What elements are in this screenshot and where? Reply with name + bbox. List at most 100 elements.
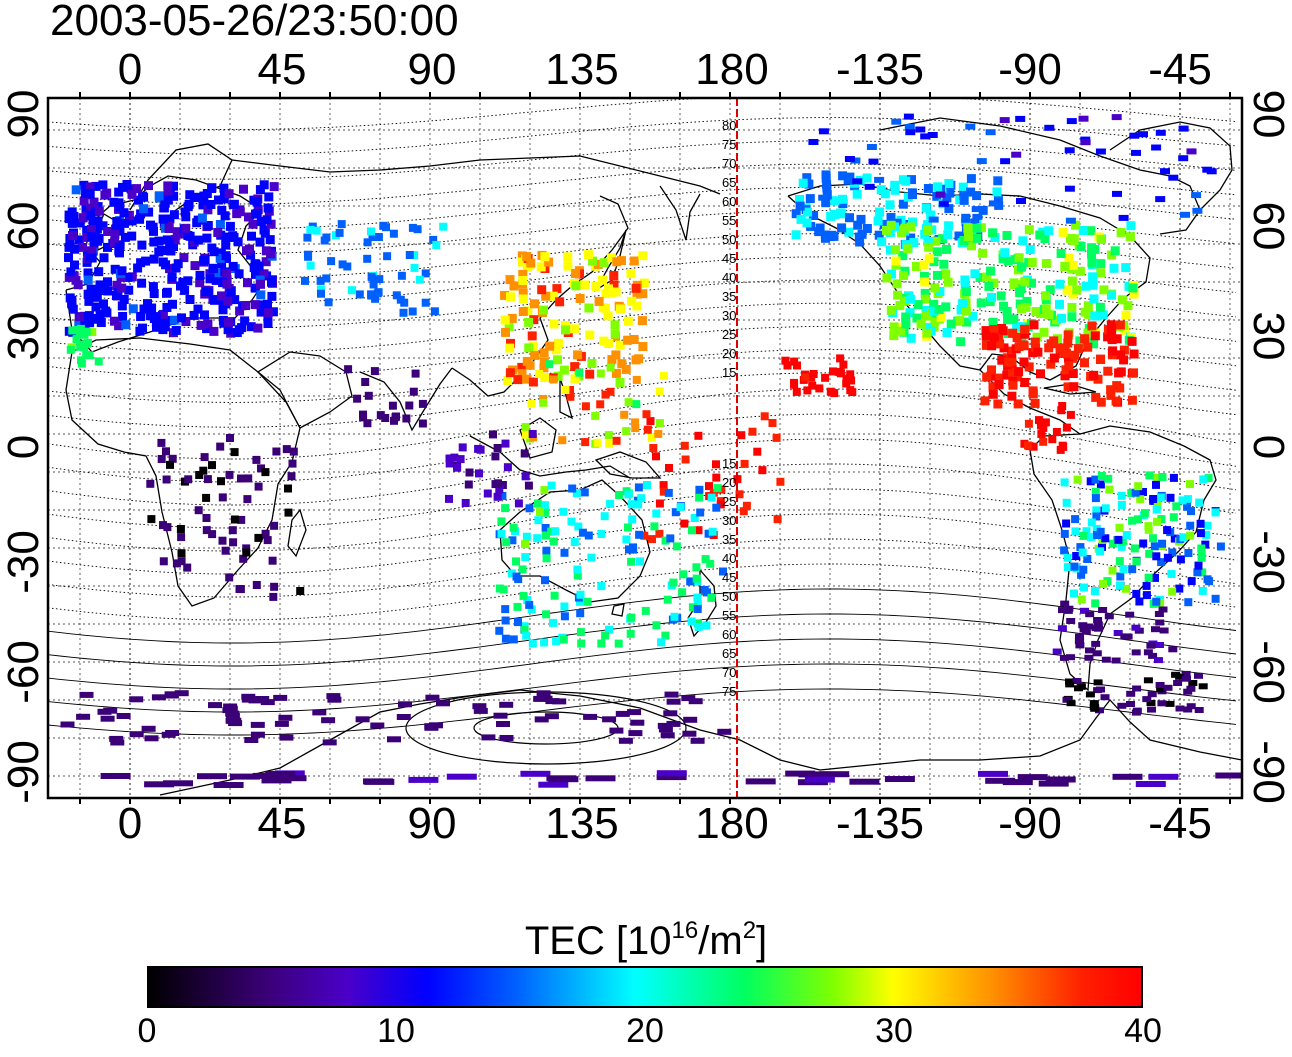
tec-cell bbox=[900, 223, 910, 233]
tec-cell bbox=[617, 256, 626, 266]
tec-cell bbox=[222, 269, 232, 278]
tec-cell bbox=[64, 253, 73, 263]
tec-cell bbox=[139, 204, 149, 214]
tec-cell bbox=[1083, 328, 1093, 338]
tec-cell bbox=[1099, 285, 1109, 295]
tec-cell bbox=[1057, 313, 1067, 323]
tec-cell bbox=[228, 261, 238, 271]
tec-cell bbox=[842, 374, 851, 383]
tec-cell bbox=[304, 252, 313, 261]
tec-cell bbox=[805, 194, 815, 204]
tec-cell bbox=[517, 369, 527, 379]
tec-cell bbox=[600, 512, 609, 521]
tec-cell bbox=[301, 276, 309, 285]
tec-cell bbox=[838, 171, 848, 181]
tec-cell bbox=[624, 398, 633, 407]
kamchatka-coast bbox=[659, 185, 701, 241]
tec-cell bbox=[149, 289, 159, 299]
tec-cell bbox=[229, 538, 238, 547]
tec-cell bbox=[1024, 225, 1034, 235]
tec-cell bbox=[1044, 310, 1054, 320]
tec-cell bbox=[512, 557, 520, 566]
tec-cell bbox=[367, 227, 375, 236]
tec-cell bbox=[1080, 139, 1091, 146]
tec-cell bbox=[555, 297, 565, 307]
tec-cell bbox=[845, 213, 854, 223]
contour-label-south: 60 bbox=[722, 627, 736, 642]
tec-cell bbox=[534, 716, 549, 723]
tec-cell bbox=[640, 531, 649, 540]
tec-cell bbox=[998, 254, 1008, 264]
tec-cell bbox=[1203, 575, 1212, 584]
tec-cell bbox=[264, 192, 274, 202]
tec-cell bbox=[573, 350, 583, 360]
tec-cell bbox=[1080, 583, 1088, 592]
tec-cell bbox=[666, 534, 675, 543]
tec-cell bbox=[79, 196, 89, 206]
tec-cell bbox=[1112, 773, 1143, 780]
tec-cell bbox=[235, 306, 245, 316]
tec-cell bbox=[282, 445, 291, 454]
tec-cell bbox=[575, 597, 584, 606]
tec-cell bbox=[60, 721, 75, 728]
contour-label-south: 35 bbox=[722, 532, 736, 547]
tec-cell bbox=[493, 492, 502, 501]
tec-cell bbox=[263, 536, 272, 545]
tec-cell bbox=[144, 781, 175, 788]
tec-cell bbox=[1080, 358, 1089, 368]
tec-cell bbox=[1087, 249, 1096, 259]
tec-cell bbox=[626, 629, 635, 638]
tec-cell bbox=[149, 237, 159, 247]
tec-cell bbox=[1035, 230, 1045, 240]
tec-cell bbox=[540, 252, 550, 262]
tec-cell bbox=[548, 291, 558, 301]
tec-cell bbox=[86, 210, 96, 220]
tec-cell bbox=[559, 635, 568, 644]
tec-cell bbox=[928, 216, 939, 223]
tec-cell bbox=[1142, 696, 1152, 703]
tec-cell bbox=[959, 195, 969, 205]
tec-cell bbox=[1070, 589, 1078, 598]
tec-cell bbox=[612, 436, 621, 445]
tec-cell bbox=[1178, 155, 1189, 162]
tec-cell bbox=[1132, 685, 1142, 692]
tec-cell bbox=[95, 309, 105, 319]
tec-cell bbox=[109, 735, 124, 742]
sea-islands-coast bbox=[469, 435, 631, 479]
tec-cell bbox=[1046, 359, 1056, 369]
tec-cell bbox=[133, 263, 143, 273]
contour-label-south: 40 bbox=[722, 551, 736, 566]
tec-cell bbox=[549, 618, 557, 627]
tec-cell bbox=[218, 536, 227, 545]
tec-cell bbox=[1052, 648, 1062, 655]
tec-cell bbox=[1186, 531, 1195, 540]
map-frame bbox=[46, 96, 1244, 800]
tec-cell bbox=[263, 314, 273, 323]
tec-cell bbox=[1027, 278, 1036, 288]
tec-cell bbox=[139, 304, 149, 314]
tec-cell bbox=[157, 455, 166, 463]
colorbar-title-exponent2: 2 bbox=[742, 917, 757, 944]
tec-cell bbox=[501, 504, 510, 513]
tec-cell bbox=[1184, 598, 1193, 607]
tec-cell bbox=[505, 343, 515, 353]
tec-cell bbox=[713, 484, 722, 493]
tec-cell bbox=[615, 491, 624, 499]
tec-cell bbox=[456, 455, 465, 464]
tec-cell bbox=[959, 190, 969, 200]
tec-cell bbox=[989, 332, 999, 342]
tec-cell bbox=[83, 268, 93, 278]
tec-cell bbox=[1195, 498, 1204, 507]
tec-cell bbox=[162, 303, 172, 312]
tec-cell bbox=[1215, 772, 1242, 779]
tec-cell bbox=[503, 376, 513, 386]
tec-cell bbox=[908, 190, 917, 199]
colorbar-tick-10: 10 bbox=[377, 1012, 415, 1050]
tec-cell bbox=[919, 260, 929, 270]
tec-cell bbox=[127, 189, 137, 199]
tec-cell bbox=[655, 387, 664, 396]
tec-cell bbox=[903, 244, 913, 254]
contour-label-north: 60 bbox=[722, 194, 736, 209]
tec-cell bbox=[935, 191, 946, 198]
tec-cell bbox=[205, 269, 215, 279]
